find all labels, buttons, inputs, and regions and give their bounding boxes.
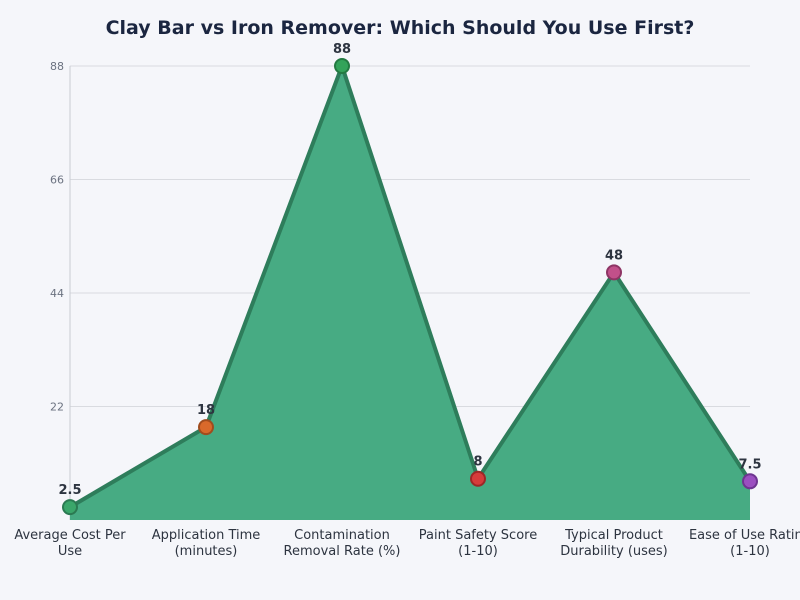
y-tick-label: 66 bbox=[50, 174, 64, 187]
x-category-label-line: Use bbox=[58, 544, 82, 559]
x-category-label-line: Average Cost Per bbox=[14, 528, 126, 543]
data-point[interactable] bbox=[334, 58, 350, 74]
y-tick-label: 88 bbox=[50, 60, 64, 73]
data-label: 88 bbox=[333, 42, 351, 57]
x-category-label: Typical Product Durability (uses) bbox=[560, 528, 668, 559]
x-category-label-line: Contamination bbox=[294, 528, 390, 543]
x-category-label: Ease of Use Rating (1-10) bbox=[689, 528, 800, 559]
data-label: 2.5 bbox=[58, 483, 81, 498]
y-tick-label: 22 bbox=[50, 401, 64, 414]
x-category-label-line: Application Time bbox=[152, 528, 261, 543]
area-series bbox=[68, 59, 752, 520]
area-fill bbox=[70, 66, 750, 520]
data-points bbox=[62, 58, 758, 516]
x-category-label-line: (1-10) bbox=[458, 544, 498, 559]
data-point[interactable] bbox=[606, 264, 622, 281]
data-label: 7.5 bbox=[738, 457, 761, 472]
x-axis-categories: Average Cost Per Use Application Time (minu… bbox=[14, 528, 800, 559]
data-point[interactable] bbox=[470, 470, 486, 487]
y-axis-ticks: 22 44 66 88 bbox=[50, 60, 64, 414]
data-point[interactable] bbox=[62, 499, 78, 516]
x-category-label-line: Typical Product bbox=[564, 528, 663, 543]
data-point[interactable] bbox=[742, 473, 758, 490]
data-label: 18 bbox=[197, 403, 215, 418]
x-category-label: Contamination Removal Rate (%) bbox=[284, 528, 401, 559]
series-line bbox=[68, 59, 752, 509]
x-category-label-line: Ease of Use Rating bbox=[689, 528, 800, 543]
x-category-label-line: Durability (uses) bbox=[560, 544, 668, 559]
data-label: 8 bbox=[473, 455, 482, 470]
chart-title: Clay Bar vs Iron Remover: Which Should Y… bbox=[106, 17, 695, 39]
x-category-label: Application Time (minutes) bbox=[152, 528, 261, 559]
x-category-label: Average Cost Per Use bbox=[14, 528, 126, 559]
x-category-label-line: Removal Rate (%) bbox=[284, 544, 401, 559]
data-point[interactable] bbox=[198, 419, 214, 436]
x-category-label-line: Paint Safety Score bbox=[419, 528, 537, 543]
x-category-label-line: (1-10) bbox=[730, 544, 770, 559]
x-category-label: Paint Safety Score (1-10) bbox=[419, 528, 537, 559]
y-tick-label: 44 bbox=[50, 287, 64, 300]
x-category-label-line: (minutes) bbox=[175, 544, 238, 559]
data-label: 48 bbox=[605, 248, 623, 263]
